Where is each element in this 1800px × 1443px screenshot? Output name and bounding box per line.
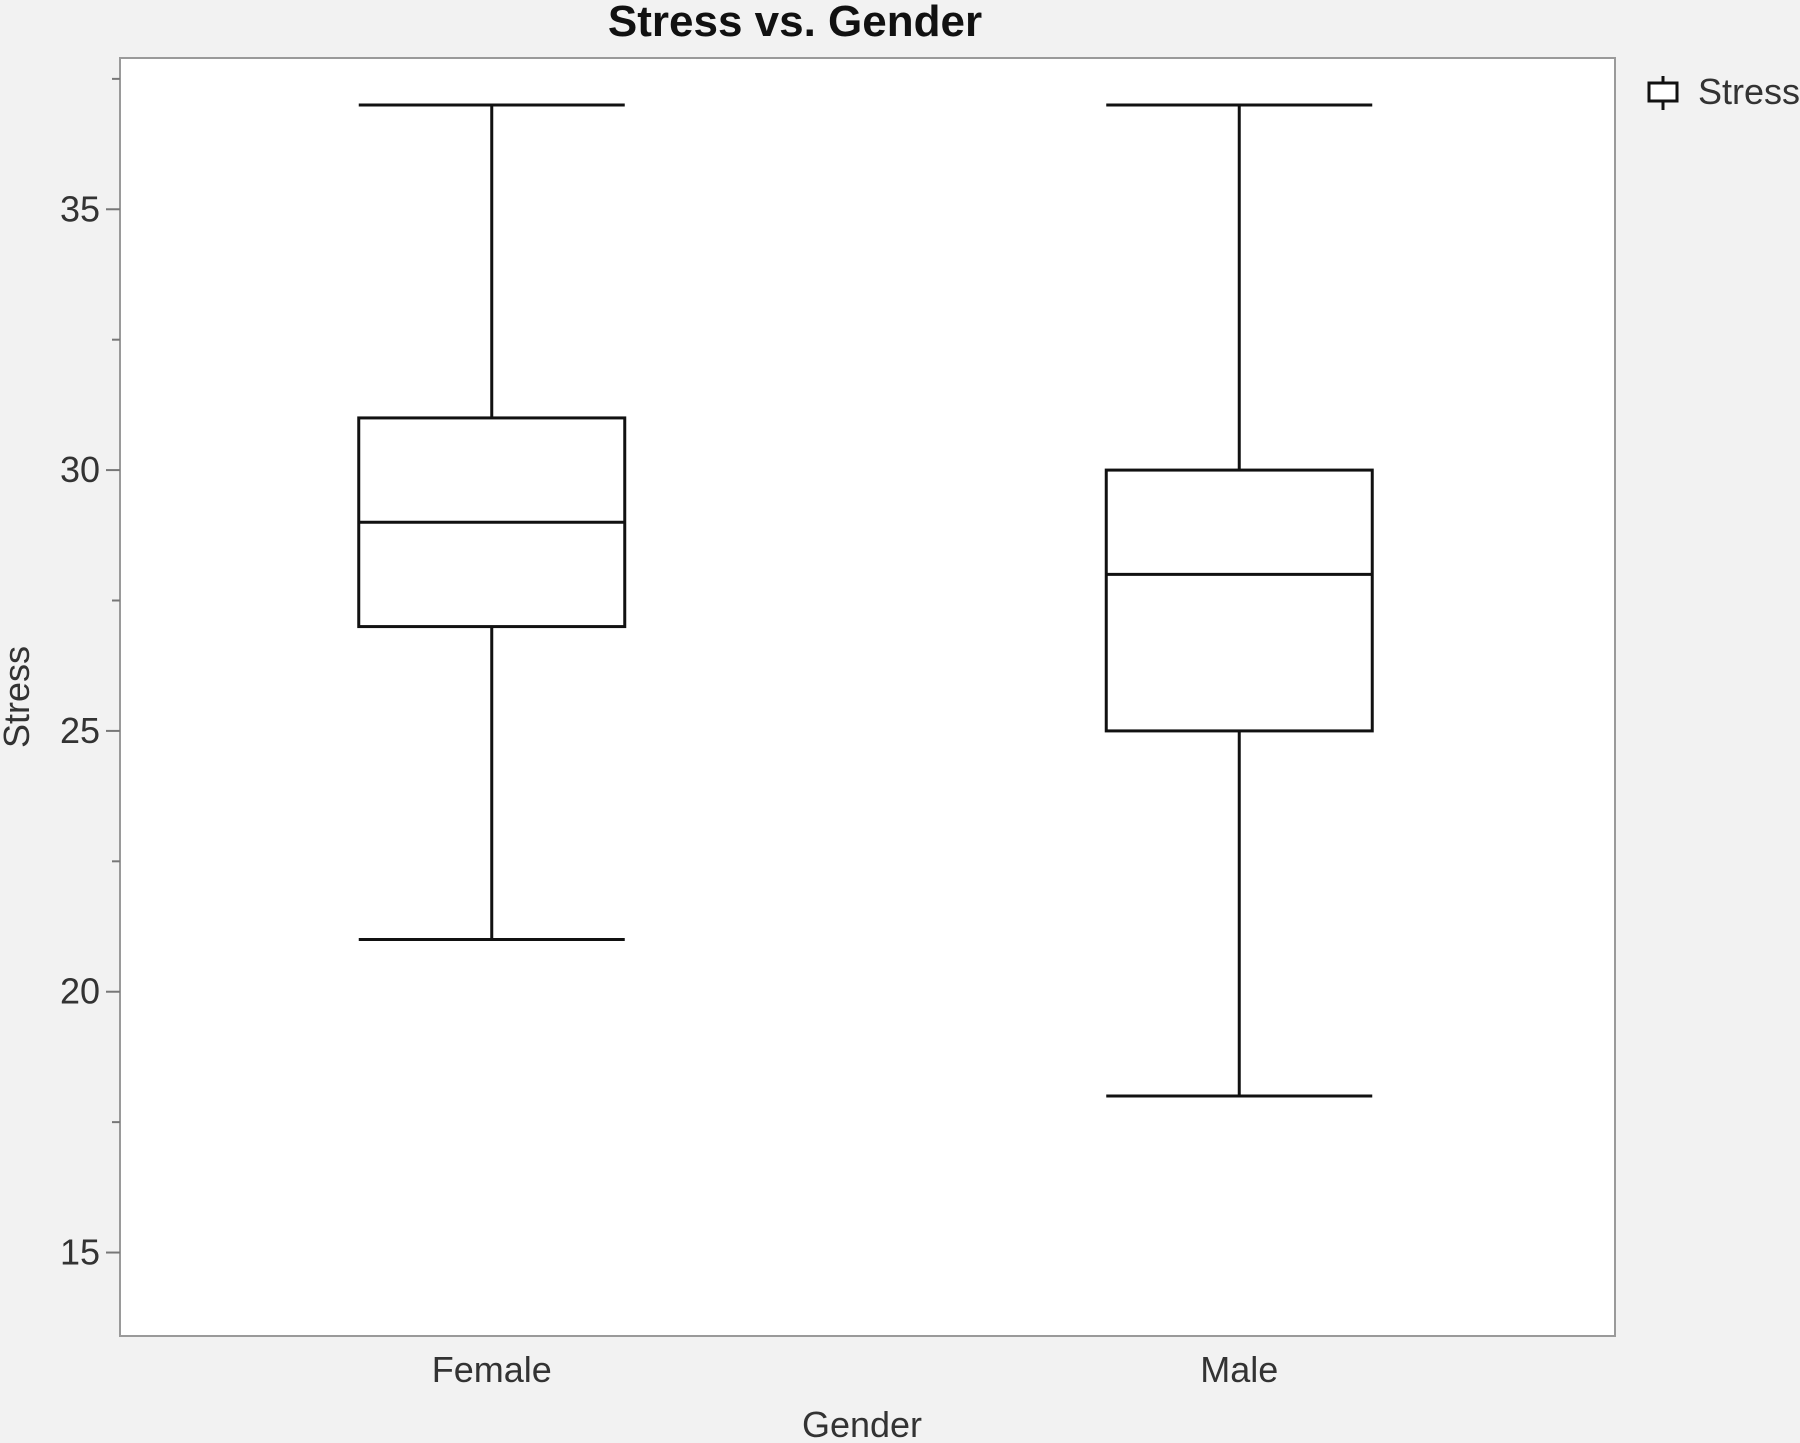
y-tick-label: 30 bbox=[60, 449, 100, 490]
x-axis: Female Male bbox=[432, 1349, 1279, 1390]
x-tick-label: Female bbox=[432, 1349, 552, 1390]
y-tick-label: 35 bbox=[60, 188, 100, 229]
y-axis: 15 20 25 30 35 bbox=[60, 77, 120, 1273]
y-tick-label: 20 bbox=[60, 971, 100, 1012]
box-female bbox=[357, 103, 627, 942]
chart-title: Stress vs. Gender bbox=[608, 0, 982, 46]
plot-area bbox=[119, 57, 1616, 1337]
x-axis-label: Gender bbox=[802, 1404, 922, 1443]
iqr-box bbox=[1104, 468, 1374, 733]
legend-label-stress: Stress bbox=[1698, 71, 1800, 112]
legend-box-icon bbox=[1647, 76, 1679, 110]
x-tick-label: Male bbox=[1200, 1349, 1278, 1390]
y-axis-label: Stress bbox=[0, 646, 37, 748]
box-plots bbox=[357, 103, 1374, 1098]
y-tick-label: 15 bbox=[60, 1232, 100, 1273]
y-tick-label: 25 bbox=[60, 710, 100, 751]
box-male bbox=[1104, 103, 1374, 1098]
legend: Stress bbox=[1647, 71, 1800, 112]
